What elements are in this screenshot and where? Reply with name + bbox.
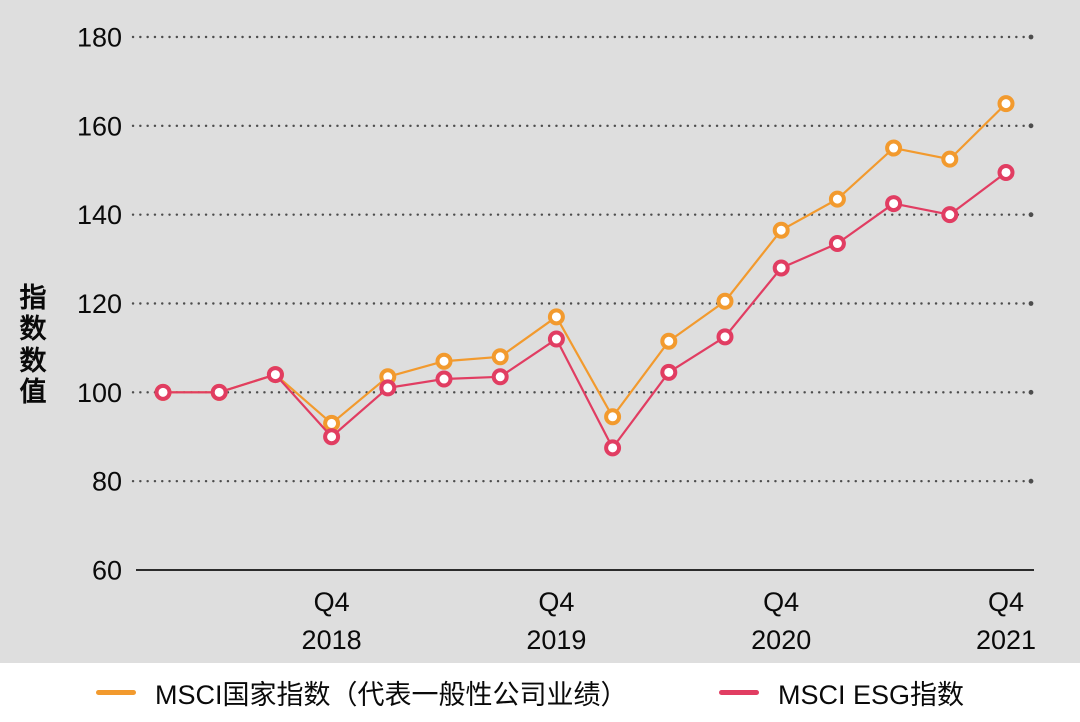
y-tick-label: 180 (77, 23, 122, 53)
data-point-marker (323, 428, 341, 446)
data-point-marker (604, 439, 622, 457)
legend-item-msci-esg: MSCI ESG指数 (719, 663, 964, 722)
line-chart: 180 160 140 120 100 80 60 Q4 2018 Q4 2019 Q4 2020 Q4 2… (77, 23, 1036, 656)
data-point-marker (997, 163, 1015, 181)
data-point-marker (828, 190, 846, 208)
legend-label-msci-esg: MSCI ESG指数 (778, 680, 965, 710)
y-tick-label: 80 (92, 467, 122, 497)
series-line-0 (163, 102, 1007, 425)
data-point-marker (435, 370, 453, 388)
data-point-marker (716, 328, 734, 346)
legend-item-msci-country: MSCI国家指数（代表一般性公司业绩） (96, 663, 628, 722)
y-tick-label: 160 (77, 111, 122, 141)
plot-panel: 180 160 140 120 100 80 60 Q4 2018 Q4 2019 Q4 2020 Q4 2… (0, 0, 1080, 663)
chart-legend: MSCI国家指数（代表一般性公司业绩） MSCI ESG指数 (0, 663, 1080, 722)
data-point-marker (716, 292, 734, 310)
y-tick-label: 100 (77, 378, 122, 408)
data-point-marker (379, 379, 397, 397)
data-point-marker (154, 383, 172, 401)
data-point-marker (547, 308, 565, 326)
x-tick-label-year: 2019 (526, 625, 586, 655)
y-tick-label: 60 (92, 556, 122, 586)
data-point-marker (547, 330, 565, 348)
data-point-marker (660, 332, 678, 350)
data-point-marker (885, 139, 903, 157)
gridline-end-dot (1028, 389, 1034, 395)
x-tick-label-year: 2020 (751, 625, 811, 655)
x-tick-label-quarter: Q4 (988, 587, 1024, 617)
y-axis-title: 指数数值 (19, 283, 47, 407)
x-tick-label-year: 2018 (302, 625, 362, 655)
data-point-marker (997, 95, 1015, 113)
y-tick-label: 120 (77, 289, 122, 319)
gridline-end-dot (1028, 478, 1034, 484)
x-tick-label-year: 2021 (976, 625, 1036, 655)
legend-label-msci-country: MSCI国家指数（代表一般性公司业绩） (155, 680, 628, 710)
data-point-marker (491, 368, 509, 386)
data-point-marker (491, 348, 509, 366)
legend-swatch-pink-icon (719, 690, 759, 695)
data-point-marker (210, 383, 228, 401)
data-point-marker (885, 195, 903, 213)
data-point-marker (266, 366, 284, 384)
data-point-marker (772, 259, 790, 277)
legend-swatch-orange-icon (96, 690, 136, 695)
x-tick-label-quarter: Q4 (763, 587, 799, 617)
x-tick-label-quarter: Q4 (314, 587, 350, 617)
gridline-end-dot (1028, 301, 1034, 306)
data-point-marker (660, 363, 678, 381)
data-point-marker (435, 352, 453, 370)
gridline-end-dot (1028, 123, 1034, 129)
y-tick-label: 140 (77, 200, 122, 230)
series-line-1 (163, 171, 1007, 449)
gridline-end-dot (1028, 34, 1034, 40)
x-tick-label-quarter: Q4 (538, 587, 574, 617)
data-point-marker (772, 221, 790, 239)
gridline-end-dot (1028, 212, 1034, 218)
data-point-marker (941, 206, 959, 224)
data-point-marker (604, 408, 622, 426)
data-point-marker (941, 150, 959, 168)
data-point-marker (828, 235, 846, 253)
data-point-marker (323, 414, 341, 432)
